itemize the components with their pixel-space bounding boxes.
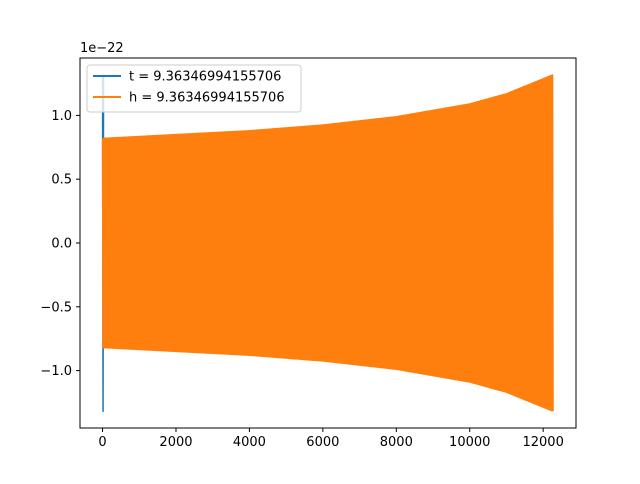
y-tick-label: 0.5 (51, 173, 72, 188)
y-tick-label: 1.0 (51, 109, 72, 124)
y-tick-label: −0.5 (40, 300, 72, 315)
plot-frame (79, 57, 577, 429)
legend-label-h: h = 9.36346994155706 (129, 91, 285, 106)
x-tick-label: 12000 (522, 435, 563, 450)
x-tick-label: 10000 (449, 435, 490, 450)
series-line-h (101, 74, 554, 412)
series-layer (101, 74, 554, 413)
y-offset-label: 1e−22 (80, 41, 124, 56)
x-tick-label: 2000 (159, 435, 192, 450)
legend-label-t: t = 9.36346994155706 (129, 70, 281, 85)
x-tick-label: 4000 (233, 435, 266, 450)
x-tick-label: 8000 (380, 435, 413, 450)
x-tick-label: 6000 (306, 435, 339, 450)
y-tick-label: 0.0 (51, 237, 72, 252)
y-tick-label: −1.0 (40, 364, 72, 379)
x-tick-label: 0 (98, 435, 106, 450)
legend-box (86, 64, 302, 113)
legend: t = 9.36346994155706 h = 9.3634699415570… (86, 64, 302, 113)
axis-layer: 0 2000 4000 6000 8000 10000 12000 −1.0 −0.5 0.0 0.… (40, 109, 563, 450)
